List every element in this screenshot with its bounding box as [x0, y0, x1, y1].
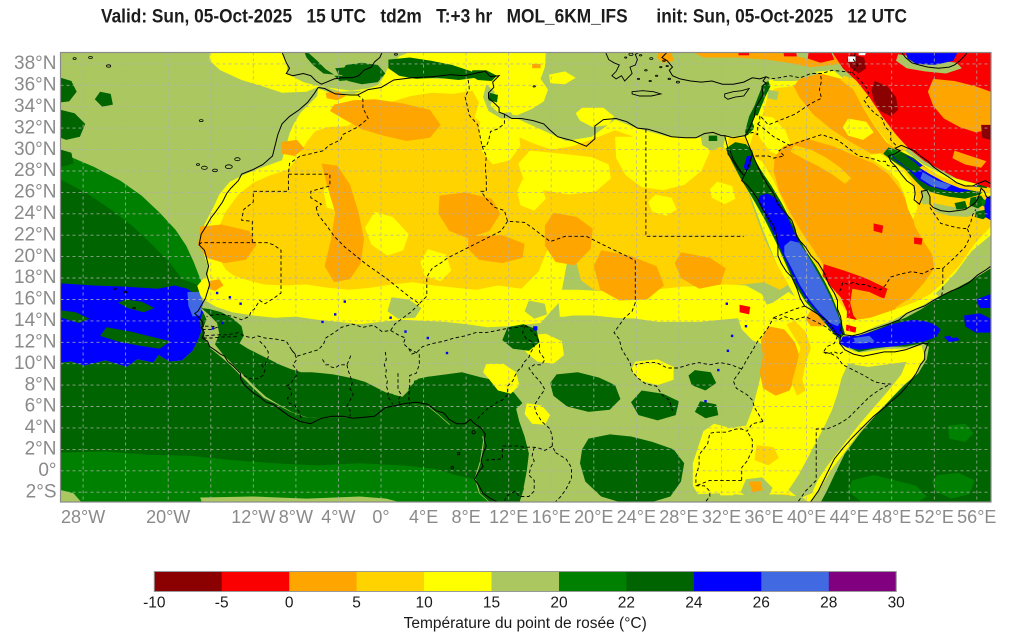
svg-text:0°: 0°	[372, 507, 389, 527]
svg-text:30°N: 30°N	[14, 139, 56, 160]
svg-text:22°N: 22°N	[14, 224, 56, 245]
svg-text:5: 5	[352, 595, 361, 612]
svg-text:34°N: 34°N	[14, 96, 56, 117]
svg-text:12°N: 12°N	[14, 332, 56, 353]
svg-text:4°W: 4°W	[321, 507, 355, 527]
svg-text:28: 28	[820, 595, 837, 612]
svg-text:24: 24	[685, 595, 703, 612]
svg-text:24°N: 24°N	[14, 203, 56, 224]
svg-text:30: 30	[888, 595, 906, 612]
svg-text:15: 15	[483, 595, 500, 612]
svg-text:16°N: 16°N	[14, 289, 56, 310]
svg-text:0°: 0°	[38, 460, 56, 481]
svg-text:18°N: 18°N	[14, 267, 56, 288]
svg-text:26: 26	[753, 595, 770, 612]
svg-text:32°N: 32°N	[14, 117, 56, 138]
svg-text:12°W: 12°W	[231, 507, 275, 527]
svg-text:28°E: 28°E	[659, 507, 698, 527]
svg-text:20: 20	[550, 595, 568, 612]
svg-text:-5: -5	[215, 595, 229, 612]
svg-text:26°N: 26°N	[14, 182, 56, 203]
svg-text:20°W: 20°W	[146, 507, 190, 527]
svg-text:10: 10	[415, 595, 433, 612]
svg-text:38°N: 38°N	[14, 53, 56, 74]
svg-text:8°W: 8°W	[279, 507, 313, 527]
svg-text:16°E: 16°E	[532, 507, 571, 527]
svg-text:28°W: 28°W	[61, 507, 105, 527]
svg-text:20°N: 20°N	[14, 246, 56, 267]
svg-text:32°E: 32°E	[702, 507, 741, 527]
svg-text:Température du point de rosée: Température du point de rosée (°C)	[404, 615, 647, 632]
svg-text:36°N: 36°N	[14, 75, 56, 96]
svg-text:12°E: 12°E	[489, 507, 528, 527]
svg-text:14°N: 14°N	[14, 310, 56, 331]
svg-text:36°E: 36°E	[744, 507, 783, 527]
svg-text:8°E: 8°E	[451, 507, 480, 527]
svg-text:28°N: 28°N	[14, 160, 56, 181]
svg-text:40°E: 40°E	[787, 507, 826, 527]
svg-text:2°S: 2°S	[26, 481, 57, 502]
svg-text:6°N: 6°N	[25, 396, 57, 417]
svg-text:52°E: 52°E	[915, 507, 954, 527]
svg-text:Valid: Sun, 05-Oct-2025 15 U: Valid: Sun, 05-Oct-2025 15 UTC td2m T:+3…	[101, 7, 907, 28]
svg-text:24°E: 24°E	[617, 507, 656, 527]
svg-text:2°N: 2°N	[25, 439, 57, 460]
svg-text:4°E: 4°E	[409, 507, 438, 527]
svg-text:48°E: 48°E	[872, 507, 911, 527]
svg-text:44°E: 44°E	[830, 507, 869, 527]
svg-text:4°N: 4°N	[25, 417, 57, 438]
svg-text:20°E: 20°E	[574, 507, 613, 527]
svg-text:-10: -10	[143, 595, 166, 612]
svg-text:10°N: 10°N	[14, 353, 56, 374]
svg-text:56°E: 56°E	[957, 507, 996, 527]
svg-text:0: 0	[285, 595, 294, 612]
svg-text:22: 22	[618, 595, 635, 612]
svg-text:8°N: 8°N	[25, 374, 57, 395]
